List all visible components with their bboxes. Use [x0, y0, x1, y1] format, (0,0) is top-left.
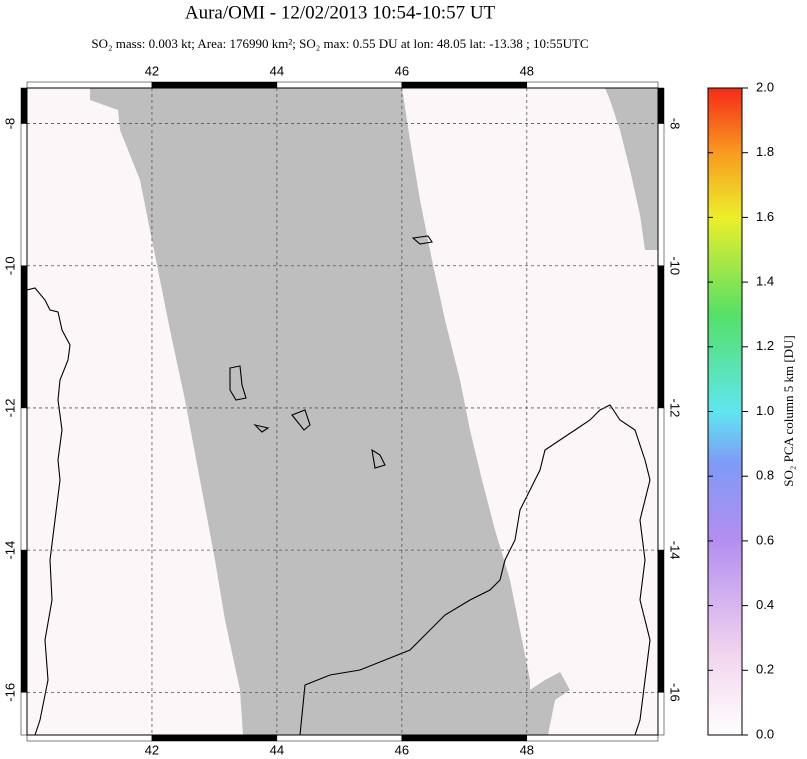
frame-bar — [151, 81, 278, 89]
frame-bar — [26, 81, 153, 89]
frame-bar — [276, 734, 403, 742]
y-tick-label: -12 — [2, 399, 17, 418]
island — [291, 409, 311, 431]
x-tick-label: 44 — [270, 63, 284, 78]
x-tick-label: 48 — [520, 742, 534, 757]
frame-bar — [657, 123, 665, 266]
x-tick-label: 46 — [395, 742, 409, 757]
colorbar-tick-label: 1.4 — [756, 274, 774, 289]
frame-bar — [276, 81, 403, 89]
map-frame — [26, 87, 659, 736]
y-tick-label: -16 — [2, 683, 17, 702]
colorbar-label: SO₂ PCA column 5 km [DU] — [781, 335, 796, 487]
no-data-swath — [605, 88, 658, 250]
colorbar-tick-label: 1.6 — [756, 209, 774, 224]
y-tick-label: -14 — [2, 541, 17, 560]
frame-bar — [657, 265, 665, 409]
frame-bar — [657, 692, 665, 736]
colorbar-tick-label: 1.2 — [756, 338, 774, 353]
coastline — [27, 287, 71, 735]
colorbar-tick-label: 0.4 — [756, 597, 774, 612]
frame-bar — [401, 81, 528, 89]
x-tick-label: 46 — [395, 63, 409, 78]
no-data-swath — [90, 88, 530, 735]
x-tick-label: 42 — [145, 742, 159, 757]
no-data-swath — [530, 672, 570, 735]
frame-bar — [401, 734, 528, 742]
coastline — [299, 404, 651, 735]
x-tick-label: 42 — [145, 63, 159, 78]
y-tick-label: -8 — [2, 118, 17, 130]
frame-bar — [526, 81, 659, 89]
frame-bar — [657, 87, 665, 124]
x-tick-label: 44 — [270, 742, 284, 757]
frame-bar — [20, 123, 28, 266]
frame-bar — [20, 549, 28, 693]
colorbar — [707, 87, 743, 736]
frame-bar — [26, 734, 153, 742]
frame-bar — [151, 734, 278, 742]
map-area — [27, 88, 658, 735]
colorbar-tick-label: 1.8 — [756, 144, 774, 159]
island — [229, 365, 247, 401]
chart-title: Aura/OMI - 12/02/2013 10:54-10:57 UT — [185, 2, 496, 23]
colorbar-tick-label: 1.0 — [756, 403, 774, 418]
colorbar-tick-label: 0.6 — [756, 532, 774, 547]
y-tick-label: -8 — [668, 118, 683, 130]
frame-bar — [657, 407, 665, 551]
colorbar-tick-label: 0.8 — [756, 468, 774, 483]
colorbar-tick-label: 0.2 — [756, 662, 774, 677]
y-tick-label: -14 — [668, 541, 683, 560]
colorbar-tick-label: 0.0 — [756, 726, 774, 741]
island — [411, 235, 433, 245]
island — [371, 448, 386, 469]
y-tick-label: -12 — [668, 399, 683, 418]
chart-subtitle: SO₂ mass: 0.003 kt; Area: 176990 km²; SO… — [91, 36, 588, 51]
island — [253, 424, 270, 433]
x-tick-label: 48 — [520, 63, 534, 78]
frame-bar — [20, 407, 28, 551]
y-tick-label: -10 — [2, 256, 17, 275]
frame-bar — [526, 734, 659, 742]
colorbar-tick-label: 2.0 — [756, 79, 774, 94]
frame-bar — [20, 265, 28, 409]
frame-bar — [20, 87, 28, 124]
y-tick-label: -10 — [668, 256, 683, 275]
y-tick-label: -16 — [668, 683, 683, 702]
frame-bar — [657, 549, 665, 693]
frame-bar — [20, 692, 28, 736]
